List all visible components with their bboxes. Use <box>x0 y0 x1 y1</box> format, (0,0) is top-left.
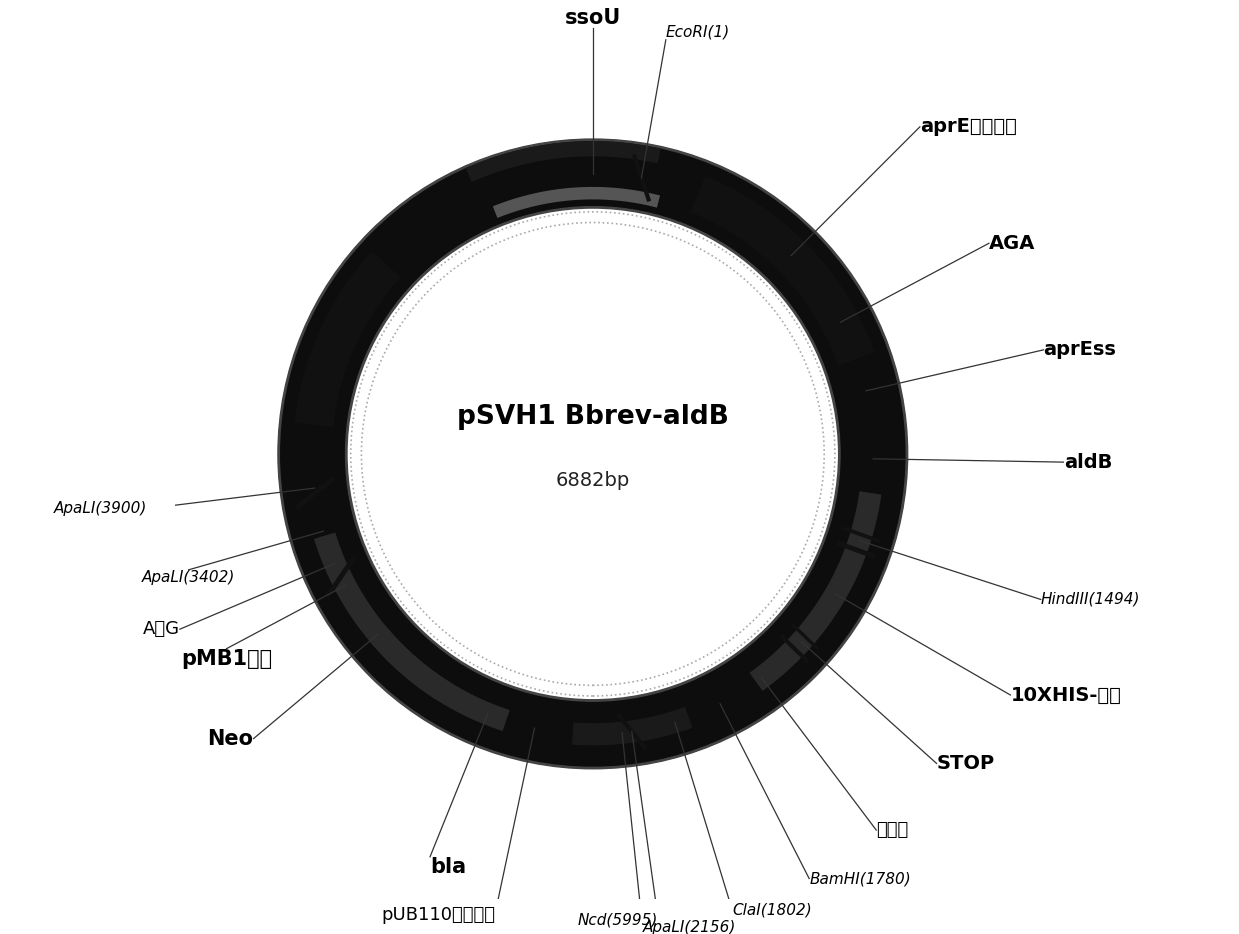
Text: bla: bla <box>430 856 466 877</box>
Text: BamHI(1780): BamHI(1780) <box>809 871 911 886</box>
Text: HindIII(1494): HindIII(1494) <box>1041 592 1140 607</box>
Text: ClaI(1802): ClaI(1802) <box>732 902 812 917</box>
Text: ApaLI(3900): ApaLI(3900) <box>55 501 147 517</box>
Text: 终止子: 终止子 <box>876 821 908 839</box>
Text: aprE启动子区: aprE启动子区 <box>919 118 1017 136</box>
Text: STOP: STOP <box>937 754 995 773</box>
Text: Ncd(5995): Ncd(5995) <box>577 913 658 927</box>
Text: aldB: aldB <box>1064 453 1113 472</box>
Text: ApaLI(2156): ApaLI(2156) <box>643 920 736 934</box>
Text: aprEss: aprEss <box>1043 340 1116 360</box>
Text: ApaLI(3402): ApaLI(3402) <box>142 570 235 585</box>
Text: 6882bp: 6882bp <box>555 471 629 490</box>
Circle shape <box>279 140 907 768</box>
Text: ssoU: ssoU <box>565 7 621 28</box>
Text: AGA: AGA <box>989 234 1036 253</box>
Circle shape <box>346 207 839 700</box>
Text: 10XHIS-标签: 10XHIS-标签 <box>1010 686 1121 704</box>
Text: pMB1起点: pMB1起点 <box>181 649 273 669</box>
Text: Neo: Neo <box>207 729 254 749</box>
Text: EcoRI(1): EcoRI(1) <box>665 25 730 40</box>
Text: pUB110（起点）: pUB110（起点） <box>380 906 494 924</box>
Text: A至G: A至G <box>142 620 180 638</box>
Text: pSVH1 Bbrev-aldB: pSVH1 Bbrev-aldB <box>457 403 729 430</box>
